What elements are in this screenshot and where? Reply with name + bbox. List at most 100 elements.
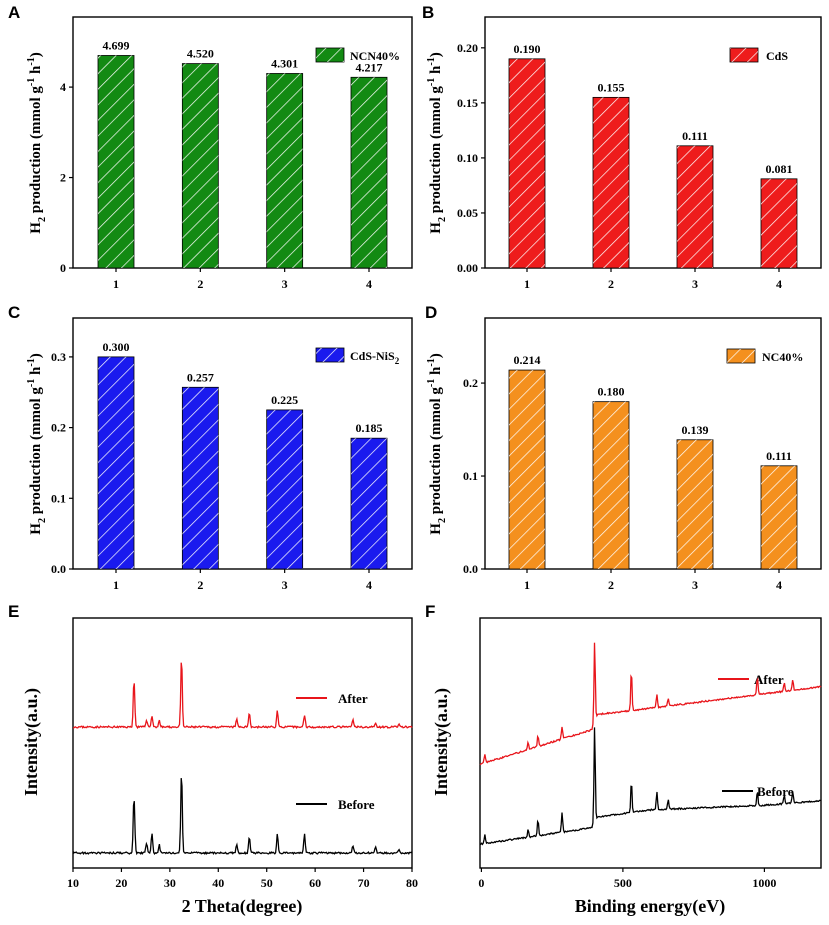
plot-frame-b — [484, 16, 822, 269]
x-tick-label-a-3: 3 — [282, 277, 288, 291]
x-tick-label-d-3: 3 — [692, 578, 698, 592]
bar-hatch-a-4 — [351, 77, 387, 269]
y-tick-label-c-0: 0.0 — [51, 562, 66, 576]
panel-letter-c: C — [8, 303, 20, 322]
y-axis-label-d: H2 production (mmol g-1 h-1) — [426, 353, 448, 534]
y-tick-label-c-3: 0.3 — [51, 350, 66, 364]
legend-c: CdS-NiS2 — [315, 347, 400, 366]
panel-letter-f: F — [425, 602, 435, 621]
legend-label-b: CdS — [766, 49, 788, 63]
bar-hatch-a-2 — [182, 63, 219, 268]
x-tick-label-d-1: 1 — [524, 578, 530, 592]
x-tick-label-a-2: 2 — [197, 277, 203, 291]
y-tick-label-b-4: 0.20 — [457, 41, 478, 55]
legend-swatch-hatch-a — [316, 48, 344, 62]
value-label-d-1: 0.214 — [514, 353, 541, 367]
x-tick-label-d-4: 4 — [776, 578, 782, 592]
value-label-a-2: 4.520 — [187, 47, 214, 61]
value-label-a-4: 4.217 — [356, 60, 383, 74]
x-tick-label-e-2: 30 — [164, 876, 176, 890]
bar-hatch-b-2 — [593, 97, 629, 268]
value-label-b-2: 0.155 — [598, 80, 625, 94]
x-tick-label-e-0: 10 — [67, 876, 79, 890]
value-label-d-3: 0.139 — [682, 423, 709, 437]
x-tick-label-c-4: 4 — [366, 578, 372, 592]
value-label-b-1: 0.190 — [514, 42, 541, 56]
x-tick-label-a-1: 1 — [113, 277, 119, 291]
legend-label-a: NCN40% — [350, 49, 400, 63]
legend-d: NC40% — [726, 348, 803, 364]
bar-hatch-c-2 — [182, 387, 219, 569]
y-tick-label-a-2: 4 — [60, 80, 66, 94]
series-label-before-e: Before — [338, 797, 375, 812]
x-tick-label-c-2: 2 — [197, 578, 203, 592]
bar-chart-panel-a: H2 production (mmol g-1 h-1) NCN40% 4.69… — [26, 16, 413, 291]
y-axis-label-a: H2 production (mmol g-1 h-1) — [26, 52, 48, 233]
spectrum-line-after-f — [479, 642, 822, 766]
value-label-d-4: 0.111 — [766, 449, 792, 463]
bar-hatch-d-2 — [593, 401, 629, 569]
panel-letter-e: E — [8, 602, 19, 621]
value-label-b-4: 0.081 — [766, 162, 793, 176]
x-tick-label-b-2: 2 — [608, 277, 614, 291]
series-label-after-e: After — [338, 691, 368, 706]
bar-hatch-c-1 — [98, 356, 134, 569]
bar-hatch-c-3 — [266, 409, 303, 569]
bar-hatch-a-1 — [98, 55, 134, 269]
bar-hatch-b-3 — [677, 145, 713, 268]
x-axis-label-e: 2 Theta(degree) — [182, 896, 303, 917]
x-tick-label-e-7: 80 — [406, 876, 418, 890]
y-tick-label-a-1: 2 — [60, 171, 66, 185]
x-tick-label-e-1: 20 — [115, 876, 127, 890]
x-tick-label-f-2: 1000 — [752, 876, 776, 890]
bar-hatch-b-1 — [509, 58, 545, 269]
y-tick-label-b-0: 0.00 — [457, 261, 478, 275]
plot-frame-e — [72, 617, 413, 869]
y-axis-label-f: Intensity(a.u.) — [431, 688, 452, 796]
x-tick-label-a-4: 4 — [366, 277, 372, 291]
series-label-after-f: After — [754, 672, 784, 687]
x-tick-label-c-1: 1 — [113, 578, 119, 592]
spectrum-line-after-e — [73, 662, 413, 730]
value-label-b-3: 0.111 — [682, 129, 708, 143]
value-label-a-3: 4.301 — [271, 56, 298, 70]
x-axis-label-f: Binding energy(eV) — [575, 896, 726, 917]
legend-label-c: CdS-NiS2 — [350, 349, 400, 366]
bar-hatch-a-3 — [266, 73, 303, 269]
y-tick-label-d-0: 0.0 — [463, 562, 478, 576]
x-tick-label-b-4: 4 — [776, 277, 782, 291]
x-tick-label-e-5: 60 — [309, 876, 321, 890]
x-tick-label-e-4: 50 — [261, 876, 273, 890]
bar-hatch-d-4 — [761, 465, 797, 569]
legend-swatch-hatch-d — [727, 349, 755, 363]
bar-chart-panel-b: H2 production (mmol g-1 h-1) CdS 0.190 1 0… — [426, 16, 822, 291]
xps-chart-panel-f: Intensity(a.u.) Binding energy(eV) After… — [431, 617, 822, 917]
y-tick-label-b-1: 0.05 — [457, 206, 478, 220]
plot-frame-a — [72, 16, 413, 269]
legend-a: NCN40% — [315, 47, 400, 63]
value-label-c-2: 0.257 — [187, 370, 214, 384]
legend-swatch-hatch-b — [730, 48, 758, 62]
x-tick-label-e-3: 40 — [212, 876, 224, 890]
y-axis-label-c: H2 production (mmol g-1 h-1) — [26, 353, 48, 534]
y-tick-label-b-3: 0.15 — [457, 96, 478, 110]
bar-hatch-c-4 — [351, 438, 387, 569]
value-label-d-2: 0.180 — [598, 385, 625, 399]
legend-label-d: NC40% — [762, 350, 803, 364]
y-tick-label-d-1: 0.1 — [463, 469, 478, 483]
series-label-before-f: Before — [757, 784, 794, 799]
legend-b: CdS — [729, 47, 788, 63]
x-tick-label-f-0: 0 — [478, 876, 484, 890]
x-tick-label-b-3: 3 — [692, 277, 698, 291]
value-label-c-3: 0.225 — [271, 393, 298, 407]
y-tick-label-a-0: 0 — [60, 261, 66, 275]
value-label-c-1: 0.300 — [103, 340, 130, 354]
plot-frame-f — [479, 617, 822, 869]
legend-swatch-hatch-c — [316, 348, 344, 362]
bar-hatch-d-3 — [677, 439, 713, 569]
y-axis-label-e: Intensity(a.u.) — [21, 688, 42, 796]
y-tick-label-c-2: 0.2 — [51, 421, 66, 435]
plot-frame-c — [72, 317, 413, 570]
x-tick-label-b-1: 1 — [524, 277, 530, 291]
